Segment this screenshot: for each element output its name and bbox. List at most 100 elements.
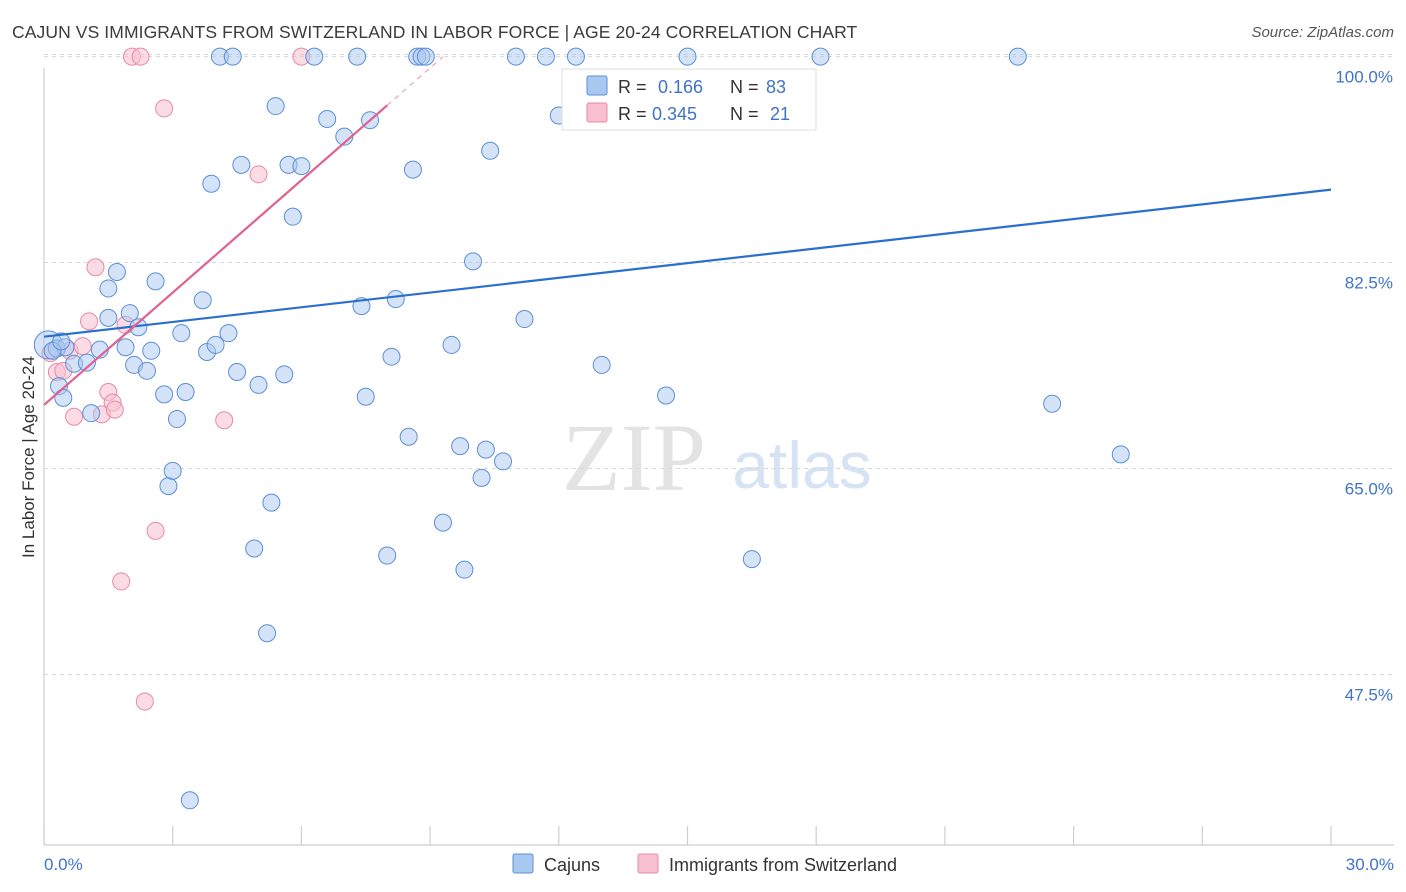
cajun-point	[356, 387, 375, 406]
swiss-point	[73, 337, 92, 356]
swiss-point	[86, 258, 105, 277]
cajun-point	[536, 47, 555, 66]
cajun-point	[245, 539, 264, 558]
cajun-point	[451, 437, 470, 456]
cajun-point	[292, 157, 311, 176]
cajun-point	[1008, 47, 1027, 66]
swiss-trend-line	[43, 104, 388, 406]
cajun-point	[228, 362, 247, 381]
y-axis-label: In Labor Force | Age 20-24	[19, 356, 38, 558]
source-credit: Source: ZipAtlas.com	[1251, 24, 1394, 41]
cajun-point	[1043, 394, 1062, 413]
cajun-point	[180, 791, 199, 810]
swiss-point	[135, 692, 154, 711]
cajun-point	[348, 47, 367, 66]
swiss-point	[112, 572, 131, 591]
cajun-point	[176, 382, 195, 401]
cajun-point	[137, 361, 156, 380]
cajun-point	[657, 386, 676, 405]
legend-swiss-label: Immigrants from Switzerland	[669, 855, 897, 875]
cajun-point	[167, 410, 186, 429]
swiss-point	[105, 400, 124, 419]
chart-title: CAJUN VS IMMIGRANTS FROM SWITZERLAND IN …	[12, 22, 858, 42]
cajun-point	[206, 335, 225, 354]
watermark-zip: ZIP	[562, 404, 706, 511]
y-tick-label: 82.5%	[1345, 274, 1393, 293]
cajun-point	[116, 338, 135, 357]
cajun-point	[399, 427, 418, 446]
x-ticks	[43, 826, 1332, 845]
swiss-r-value: 0.345	[652, 104, 697, 124]
cajun-point	[107, 262, 126, 281]
cajun-point	[155, 385, 174, 404]
cajun-point	[416, 47, 435, 66]
cajun-point	[232, 155, 251, 174]
cajun-point	[494, 452, 513, 471]
legend-cajuns-label: Cajuns	[544, 855, 600, 875]
cajun-point	[403, 160, 422, 179]
cajun-point	[82, 404, 101, 423]
cajun-point	[283, 207, 302, 226]
cajun-point	[811, 47, 830, 66]
swiss-points	[41, 47, 311, 711]
swiss-point	[215, 411, 234, 430]
cajun-point	[142, 341, 161, 360]
cajuns-r-label: R =	[618, 77, 647, 97]
watermark: ZIP atlas	[562, 404, 872, 511]
y-tick-labels: 47.5% 65.0% 82.5% 100.0%	[1335, 68, 1393, 705]
cajun-point	[305, 47, 324, 66]
swiss-point	[80, 312, 99, 331]
cajun-point	[472, 468, 491, 487]
x-tick-label-min: 0.0%	[44, 855, 83, 874]
cajun-point	[219, 324, 238, 343]
cajuns-swatch	[586, 75, 608, 96]
cajun-point	[481, 141, 500, 160]
swiss-trend-extension	[386, 56, 444, 106]
cajun-point	[266, 97, 285, 116]
cajun-point	[52, 332, 71, 351]
cajun-point	[382, 347, 401, 366]
cajun-point	[258, 624, 277, 643]
swiss-point	[146, 521, 165, 540]
cajun-point	[318, 110, 337, 129]
swiss-n-value: 21	[770, 104, 790, 124]
cajun-point	[249, 375, 268, 394]
trend-lines	[43, 56, 1332, 406]
cajun-point	[592, 355, 611, 374]
cajun-point	[275, 365, 294, 384]
y-tick-label: 65.0%	[1345, 479, 1393, 498]
cajun-point	[77, 353, 96, 372]
y-tick-label: 47.5%	[1345, 685, 1393, 704]
cajuns-n-value: 83	[766, 77, 786, 97]
cajun-point	[223, 47, 242, 66]
swiss-n-label: N =	[730, 104, 759, 124]
cajun-point	[163, 461, 182, 480]
cajun-point	[455, 560, 474, 579]
swiss-point	[65, 407, 84, 426]
cajuns-r-value: 0.166	[658, 77, 703, 97]
cajun-point	[99, 308, 118, 327]
cajun-point	[172, 324, 191, 343]
cajuns-trend-line	[43, 188, 1332, 338]
cajun-point	[476, 440, 495, 459]
cajun-point	[202, 174, 221, 193]
cajun-point	[506, 47, 525, 66]
swiss-swatch	[586, 102, 608, 123]
legend-cajuns-swatch	[512, 853, 534, 874]
cajun-point	[678, 47, 697, 66]
cajun-points	[33, 47, 1130, 810]
swiss-point	[131, 47, 150, 66]
cajun-point	[386, 290, 405, 309]
watermark-atlas: atlas	[732, 428, 871, 502]
x-tick-label-max: 30.0%	[1346, 855, 1394, 874]
cajun-point	[120, 304, 139, 323]
cajun-point	[378, 546, 397, 565]
axes	[43, 68, 1394, 846]
cajun-point	[193, 291, 212, 310]
swiss-r-label: R =	[618, 104, 647, 124]
cajun-point	[566, 47, 585, 66]
cajun-point	[515, 310, 534, 329]
swiss-point	[249, 165, 268, 184]
y-tick-label: 100.0%	[1335, 68, 1393, 87]
